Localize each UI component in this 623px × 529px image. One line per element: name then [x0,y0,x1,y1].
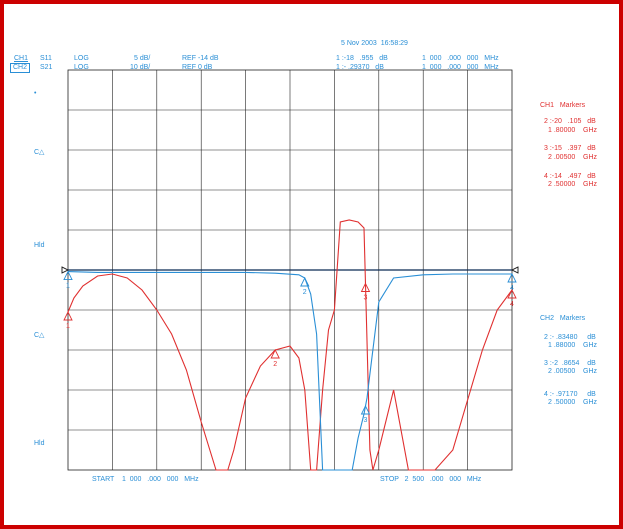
start-frequency: START 1 000 .000 000 MHz [92,476,199,483]
ch2-ref: REF 0 dB [182,64,213,71]
stop-frequency: STOP 2 500 .000 000 MHz [380,476,482,483]
ch1-hold-label: Hld [34,242,45,249]
analyzer-screen: 5 Nov 2003 16:58:29 CH1 S11 LOG 5 dB/ RE… [4,4,619,525]
marker-s11-4 [507,272,517,283]
ch1-marker2-freq: 1 .80000 GHz [548,127,598,134]
marker-s21-3 [360,282,371,292]
marker-s11-2 [300,276,310,287]
ch1-ref: REF -14 dB [182,55,219,62]
ch2-marker3-value: 3 :-2 .8654 dB [544,360,596,367]
ch2-marker3-freq: 2 .00500 GHz [548,368,598,375]
marker-label: 4 [510,301,514,308]
marker-label: 1 [66,323,70,330]
ref-level-right-indicator [511,266,519,274]
ch1-marker1-freq: 1 000 .000 000 MHz [422,55,499,62]
ref-level-left-indicator [61,266,69,274]
ch1-marker4-value: 4 :-14 .497 dB [544,173,596,180]
trace-plot: 1 2 3 4 1 2 3 4 [61,69,519,471]
ch2-marker1-value: 1 :- .29370 dB [336,64,384,71]
marker-s11-3 [360,404,371,415]
ch2-markers-title: CH2 Markers [540,315,586,322]
ch1-scale: 5 dB/ [134,55,151,62]
trace-s11 [67,271,512,471]
ch2-param: S21 [40,64,53,71]
ch2-marker4-value: 4 :- .97170 dB [544,391,596,398]
ch2-marker1-freq: 1 000 .000 000 MHz [422,64,499,71]
ch2-marker4-freq: 2 .50000 GHz [548,399,598,406]
ch1-markers-title: CH1 Markers [540,102,586,109]
ch1-marker4-freq: 2 .50000 GHz [548,181,598,188]
ch2-label[interactable]: CH2 [10,63,31,73]
ch1-param: S11 [40,55,52,62]
marker-label: 2 [273,361,277,368]
marker-label: 2 [303,289,307,296]
marker-label: 3 [363,295,367,302]
ch1-format: LOG [74,55,89,62]
marker-label: 1 [66,283,70,290]
ref-level-left-indicator [61,266,69,274]
ref-level-right-indicator [511,266,519,274]
marker-s21-2 [270,348,280,359]
datetime: 5 Nov 2003 16:58:29 [341,40,408,47]
marker-s11-1 [63,270,73,281]
ch1-marker1-value: 1 :-18 .955 dB [336,55,388,62]
ch1-marker3-value: 3 :-15 .397 dB [544,145,596,152]
ch2-marker2-freq: 1 .88000 GHz [548,342,598,349]
ch1-marker2-value: 2 :-20 .105 dB [544,118,596,125]
trace-s21 [67,219,513,471]
status-dot: • [34,90,37,97]
ch2-marker2-value: 2 :- .83480 dB [544,334,596,341]
marker-s21-4 [507,288,517,299]
ch1-marker3-freq: 2 .00500 GHz [548,154,598,161]
ch2-coupling-label: C△ [34,332,45,339]
ch2-scale: 10 dB/ [130,64,151,71]
ch1-label[interactable]: CH1 [14,55,29,62]
marker-label: 4 [510,285,514,292]
marker-s21-1 [63,310,73,321]
ch1-coupling-label: C△ [34,149,45,156]
ch2-format: LOG [74,64,89,71]
marker-label: 3 [363,417,367,424]
ch2-hold-label: Hld [34,440,45,447]
